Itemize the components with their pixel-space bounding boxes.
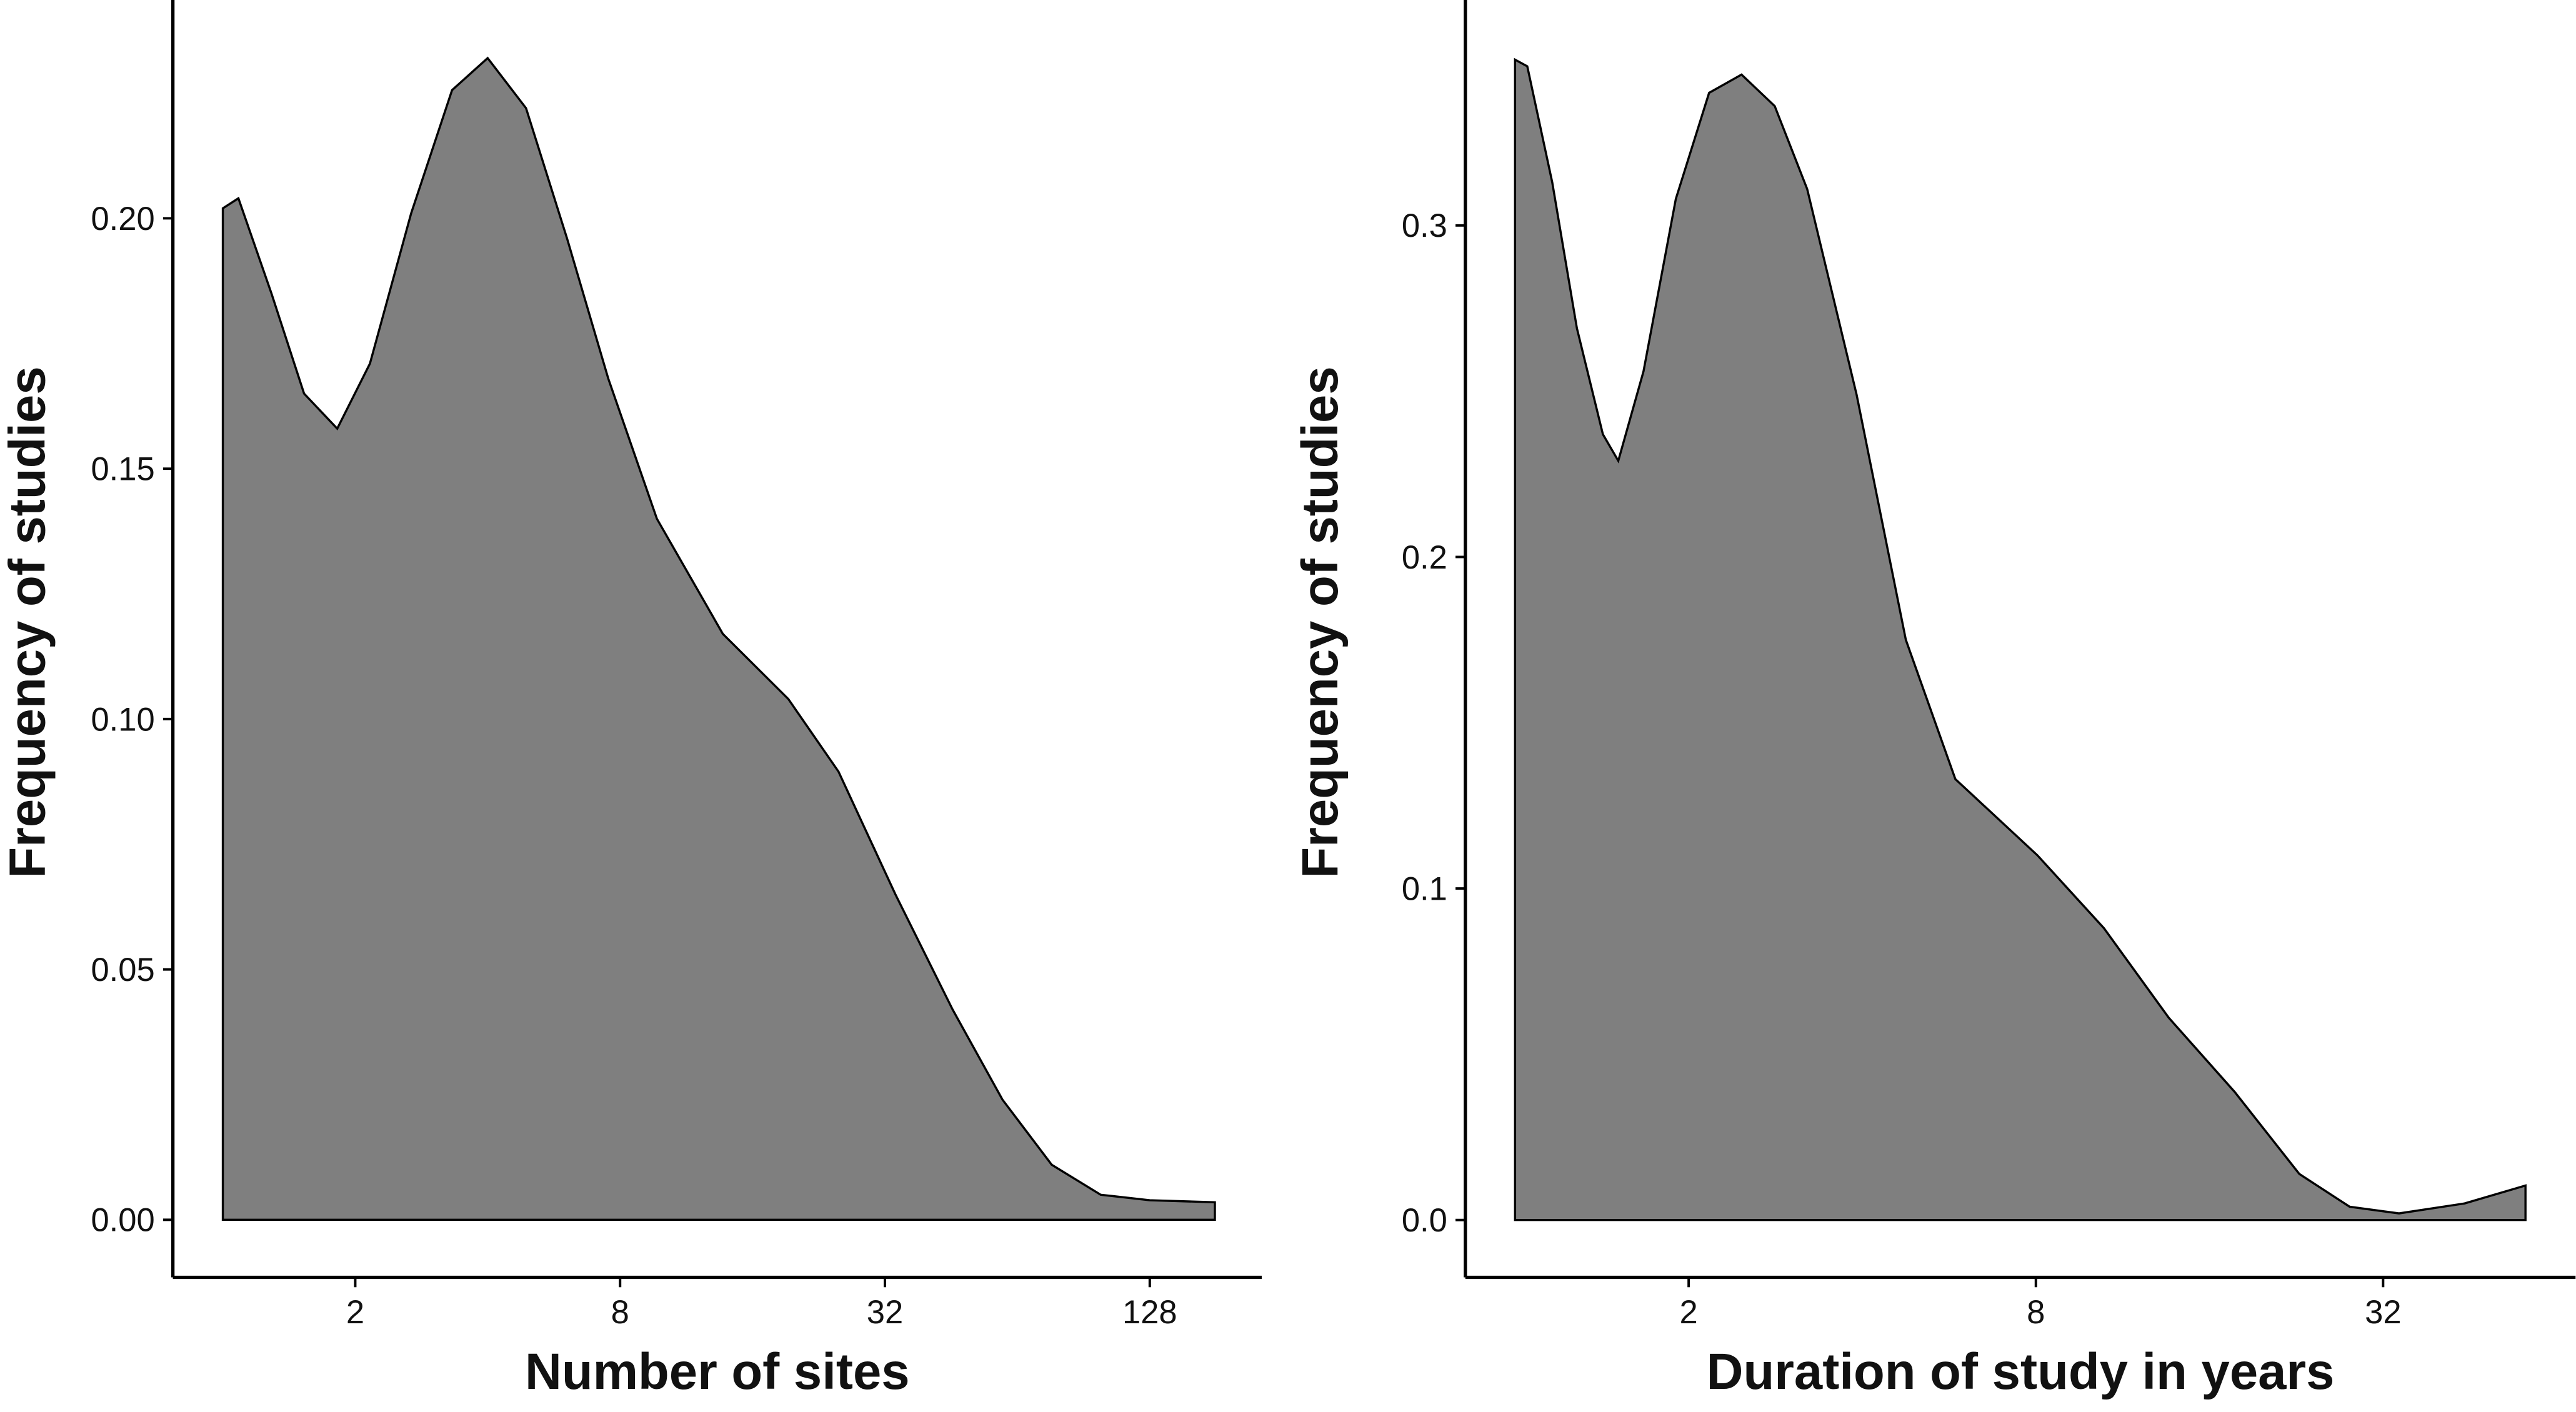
y-tick-label: 0.15 xyxy=(91,451,154,488)
x-tick-label: 8 xyxy=(2027,1294,2045,1331)
x-tick-label: 8 xyxy=(611,1294,629,1331)
y-tick-label: 0.10 xyxy=(91,701,154,738)
y-tick-label: 0.2 xyxy=(1402,539,1447,576)
x-tick-label: 32 xyxy=(867,1294,903,1331)
y-tick-label: 0.20 xyxy=(91,201,154,237)
x-axis-title: Number of sites xyxy=(525,1343,910,1400)
density-area xyxy=(1514,57,2527,1221)
x-tick-label: 32 xyxy=(2365,1294,2401,1331)
y-axis-title: Frequency of studies xyxy=(1292,366,1349,878)
x-tick-label: 2 xyxy=(1680,1294,1698,1331)
x-tick-label: 2 xyxy=(346,1294,364,1331)
y-tick-label: 0.1 xyxy=(1402,870,1447,907)
x-axis-title: Duration of study in years xyxy=(1707,1343,2335,1400)
y-tick-label: 0.05 xyxy=(91,952,154,988)
x-tick-label: 128 xyxy=(1122,1294,1177,1331)
y-tick-label: 0.0 xyxy=(1402,1202,1447,1239)
y-tick-label: 0.3 xyxy=(1402,207,1447,244)
y-axis-title: Frequency of studies xyxy=(0,366,56,878)
density-area xyxy=(221,56,1216,1221)
y-tick-label: 0.00 xyxy=(91,1202,154,1239)
